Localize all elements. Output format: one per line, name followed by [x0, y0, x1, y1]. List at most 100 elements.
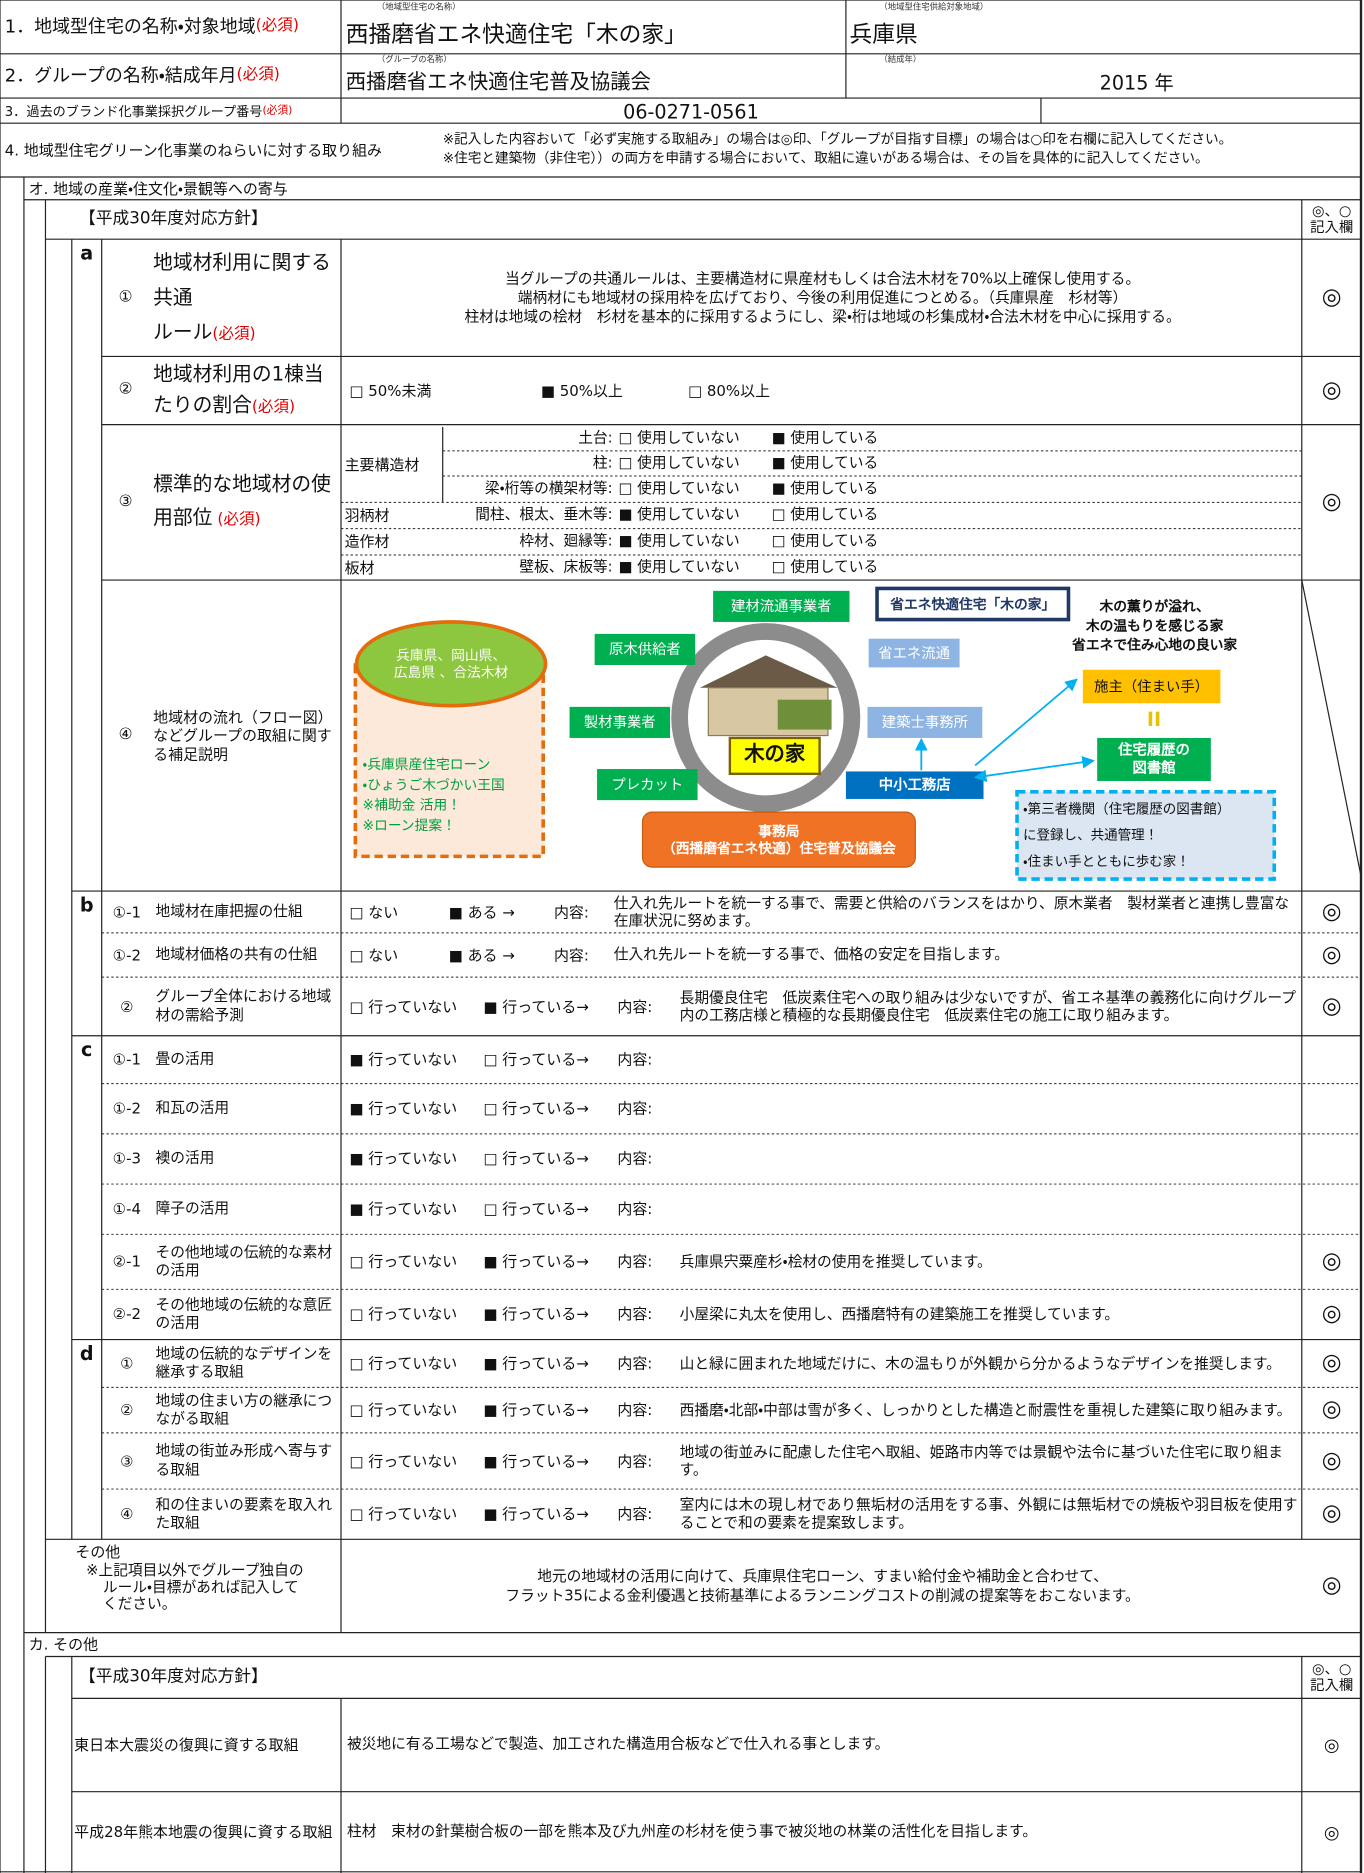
- supplier-label: プレカット: [611, 775, 684, 793]
- other-title: その他: [75, 1543, 121, 1562]
- row-number: ①-4: [112, 1199, 141, 1218]
- label-text: たりの割合: [153, 392, 252, 416]
- row-content: 地域の街並みに配慮した住宅へ取組、姫路市内等では景観や法令に基づいた住宅に取り組…: [679, 1443, 1283, 1478]
- option: □ 使用している: [771, 532, 879, 550]
- required-mark: (必須): [236, 66, 280, 85]
- subsection-title: カ. その他: [28, 1635, 99, 1654]
- row-label: 地域の住まい方の継承につながる取組: [155, 1391, 333, 1427]
- option: ■ 行っている→: [483, 1252, 589, 1271]
- group-letter: d: [79, 1341, 94, 1365]
- part-name: 壁板、床板等:: [519, 558, 613, 576]
- option: □ 使用している: [771, 506, 879, 524]
- house-fence: [777, 699, 832, 730]
- mark: ◎: [1321, 1499, 1342, 1527]
- row-number: ①: [120, 1354, 134, 1373]
- registry-text: ・第三者機関（住宅履歴の図書館） に登録し、共通管理！ ・住まい手とともに歩む家！: [1023, 794, 1274, 878]
- partner-box: [867, 706, 983, 738]
- row-content: 山と緑に囲まれた地域だけに、木の温もりが外観から分かるようなデザインを推奨します…: [679, 1354, 1281, 1372]
- partner-label: 建築士事務所: [881, 713, 968, 731]
- row-content: 仕入れ先ルートを統一する事で、需要と供給のバランスをはかり、原木業者 製材業者と…: [613, 894, 1290, 929]
- group-letter: c: [81, 1038, 93, 1061]
- content-label: 内容:: [617, 1451, 653, 1470]
- item-label: 標準的な地域材の使 用部位 (必須): [153, 425, 341, 580]
- required-mark: (必須): [212, 510, 261, 529]
- support-text: ・兵庫県産住宅ローン ・ひょうご木づかい王国 ※補助金 活用！ ※ローン提案！: [363, 748, 542, 844]
- row-number: ①-3: [112, 1149, 141, 1168]
- option: ■ 使用している: [771, 454, 879, 472]
- item-content-line: 柱材は地域の桧材 杉材を基本的に採用するようにし、梁・桁は地域の杉集成材・合法木…: [464, 308, 1181, 326]
- supplier-label: 原木供給者: [608, 640, 681, 658]
- row-number: ②-2: [112, 1305, 141, 1324]
- row-label: 地域の街並み形成へ寄与する取組: [155, 1442, 333, 1478]
- required-mark: (必須): [262, 105, 293, 118]
- support-text-line: ・兵庫県産住宅ローン: [362, 755, 491, 773]
- office-box: [641, 811, 916, 868]
- content-label: 内容:: [553, 945, 589, 964]
- label-text: 1．地域型住宅の名称・対象地域: [4, 15, 256, 38]
- option: ■ 行っていない: [349, 1050, 458, 1069]
- label-line: 用部位 (必須): [153, 501, 260, 537]
- library-label: 住宅履歴の 図書館: [1097, 738, 1211, 781]
- label-line: 標準的な地域材の使: [153, 468, 331, 501]
- row-number: ③: [120, 1451, 134, 1470]
- row-content: 小屋梁に丸太を使用し、西播磨特有の建築施工を推奨しています。: [679, 1305, 1120, 1323]
- option: □ 使用していない: [618, 479, 740, 497]
- row-label: 和の住まいの要素を取入れた取組: [155, 1495, 333, 1531]
- header-label: 3．過去のブランド化事業採択グループ番号 (必須): [5, 100, 340, 123]
- option: ■ 行っている→: [483, 997, 589, 1016]
- row-label: 東日本大震災の復興に資する取組: [74, 1735, 299, 1754]
- mark: ◎: [1321, 940, 1342, 968]
- item-number: ①: [118, 288, 133, 307]
- option: □ 80%以上: [687, 381, 771, 400]
- option: ■ 行っている→: [483, 1305, 589, 1324]
- item-content-line: 端柄材にも地域材の採用枠を広げており、今後の利用促進につとめる。（兵庫県産 杉材…: [517, 289, 1128, 307]
- item-number: ③: [118, 492, 133, 511]
- flow-diagram: [353, 586, 1277, 881]
- label-line: 地域材利用の1棟当: [153, 358, 323, 389]
- partner-box: [868, 638, 960, 668]
- registry-text-line: ・住まい手とともに歩む家！: [1022, 853, 1190, 870]
- option: ■ 使用している: [771, 479, 879, 497]
- row-label: 平成28年熊本地震の復興に資する取組: [74, 1822, 333, 1841]
- required-mark: (必須): [251, 397, 296, 416]
- row-number: ①-1: [112, 1050, 141, 1069]
- material-group: 羽柄材: [344, 506, 390, 525]
- row-label: 襖の活用: [155, 1149, 215, 1167]
- row-content: 兵庫県宍粟産杉・桧材の使用を推奨しています。: [679, 1252, 992, 1270]
- row-number: ①-2: [112, 945, 141, 964]
- option: ■ 行っていない: [349, 1149, 458, 1168]
- house-roof: [699, 655, 838, 688]
- option: □ 行っている→: [483, 1099, 589, 1118]
- item-number: ④: [118, 725, 133, 744]
- formed-year: 2015 年: [1099, 71, 1174, 95]
- source-text-line: 広島県 、合法木材: [393, 663, 509, 681]
- label-text: ルール: [153, 319, 213, 343]
- item-content-line: 当グループの共通ルールは、主要構造材に県産材もしくは合法木材を70%以上確保し使…: [505, 270, 1141, 288]
- item-label: 地域材利用に関する 共通 ルール(必須): [153, 239, 341, 356]
- supplier-label: 製材事業者: [583, 713, 656, 731]
- label-text: 3．過去のブランド化事業採択グループ番号: [4, 103, 263, 120]
- option: □ 使用していない: [618, 429, 740, 447]
- supplier-box: [569, 706, 671, 738]
- support-text-line: ※ローン提案！: [362, 816, 456, 834]
- mark: ◎: [1321, 283, 1342, 310]
- option: ■ ある →: [448, 902, 515, 921]
- other-content: 地元の地域材の活用に向けて、兵庫県住宅ローン、すまい給付金や補助金と合わせて、フ…: [347, 1539, 1298, 1632]
- supplier-box: [597, 769, 698, 801]
- row-number: ②: [120, 1400, 134, 1419]
- rule-line: [1301, 579, 1363, 880]
- header-label: 2．グループの名称・結成年月 (必須): [5, 54, 340, 98]
- concept-text: 木の薫りが溢れ、 木の温もりを感じる家 省エネで住み心地の良い家: [1053, 593, 1256, 658]
- row-label: 地域材在庫把握の仕組: [155, 902, 303, 920]
- row-number: ①-2: [112, 1099, 141, 1118]
- required-mark: (必須): [212, 324, 256, 343]
- content-label: 内容:: [617, 1252, 653, 1271]
- equal-mark: [1148, 711, 1153, 726]
- label-line: 共通: [153, 279, 192, 314]
- note: ※住宅と建築物（非住宅））の両方を申請する場合において、取組に違いがある場合は、…: [442, 149, 1209, 167]
- mark: ◎: [1321, 897, 1342, 925]
- item-label: 地域材利用の1棟当たりの割合(必須): [153, 356, 341, 424]
- required-mark: (必須): [255, 17, 299, 36]
- group-letter: b: [79, 893, 94, 917]
- note: ※記入した内容おいて「必ず実施する取組み」の場合は◎印、「グループが目指す目標」…: [442, 130, 1233, 147]
